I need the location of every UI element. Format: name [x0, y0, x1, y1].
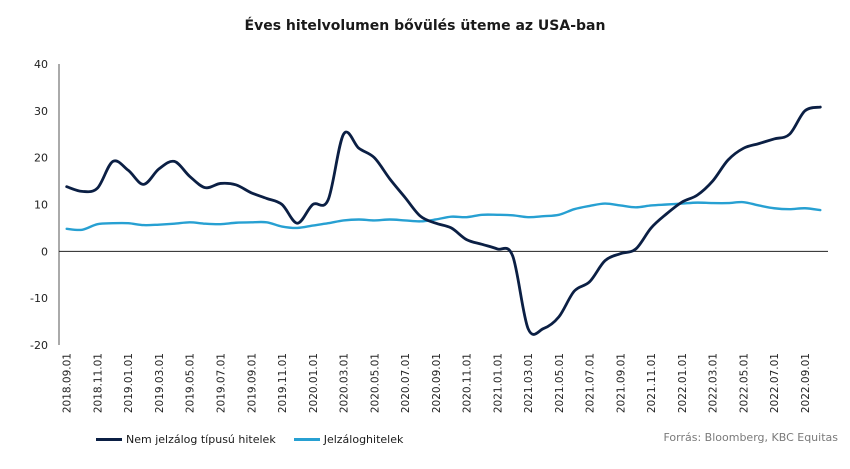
- y-tick-label: 40: [34, 58, 48, 71]
- y-tick-label: -20: [30, 339, 48, 352]
- x-tick-label: 2021.01.01: [492, 353, 504, 413]
- x-tick-label: 2022.01.01: [677, 353, 689, 413]
- x-tick-label: 2021.05.01: [554, 353, 566, 413]
- x-tick-label: 2018.11.01: [92, 353, 104, 413]
- x-tick-label: 2019.11.01: [277, 353, 289, 413]
- y-tick-label: 0: [41, 245, 48, 258]
- x-tick-label: 2020.05.01: [369, 353, 381, 413]
- x-tick-label: 2019.07.01: [215, 353, 227, 413]
- x-tick-label: 2022.07.01: [769, 353, 781, 413]
- source-note: Forrás: Bloomberg, KBC Equitas: [663, 431, 838, 444]
- x-tick-label: 2021.03.01: [523, 353, 535, 413]
- y-tick-label: 20: [34, 152, 48, 165]
- y-tick-label: -10: [30, 292, 48, 305]
- legend-swatch-non-mortgage: [96, 438, 122, 441]
- x-tick-label: 2019.05.01: [185, 353, 197, 413]
- x-tick-label: 2020.09.01: [431, 353, 443, 413]
- x-tick-label: 2020.01.01: [308, 353, 320, 413]
- x-tick-label: 2022.03.01: [708, 353, 720, 413]
- x-tick-label: 2021.07.01: [585, 353, 597, 413]
- series-line-non-mortgage: [65, 105, 822, 336]
- legend-label-non-mortgage: Nem jelzálog típusú hitelek: [126, 433, 276, 446]
- legend-swatch-mortgage: [293, 438, 320, 441]
- x-tick-label: 2018.09.01: [62, 353, 74, 413]
- y-tick-label: 10: [34, 199, 48, 212]
- legend-label-mortgage: Jelzáloghitelek: [323, 433, 404, 446]
- chart-title: Éves hitelvolumen bővülés üteme az USA-b…: [244, 18, 606, 34]
- x-tick-label: 2020.11.01: [462, 353, 474, 413]
- y-tick-label: 30: [34, 105, 48, 118]
- x-tick-label: 2022.09.01: [800, 353, 812, 413]
- legend-item-mortgage: Jelzáloghitelek: [293, 433, 404, 446]
- x-tick-label: 2020.07.01: [400, 353, 412, 413]
- series-line-mortgage: [65, 200, 822, 232]
- legend-item-non-mortgage: Nem jelzálog típusú hitelek: [96, 433, 276, 446]
- x-tick-label: 2021.09.01: [615, 353, 627, 413]
- x-tick-label: 2019.03.01: [154, 353, 166, 413]
- legend: Nem jelzálog típusú hitelek Jelzáloghite…: [96, 433, 403, 446]
- x-tick-label: 2022.05.01: [738, 353, 750, 413]
- x-tick-label: 2021.11.01: [646, 353, 658, 413]
- x-tick-label: 2019.09.01: [246, 353, 258, 413]
- x-tick-label: 2020.03.01: [339, 353, 351, 413]
- x-tick-label: 2019.01.01: [123, 353, 135, 413]
